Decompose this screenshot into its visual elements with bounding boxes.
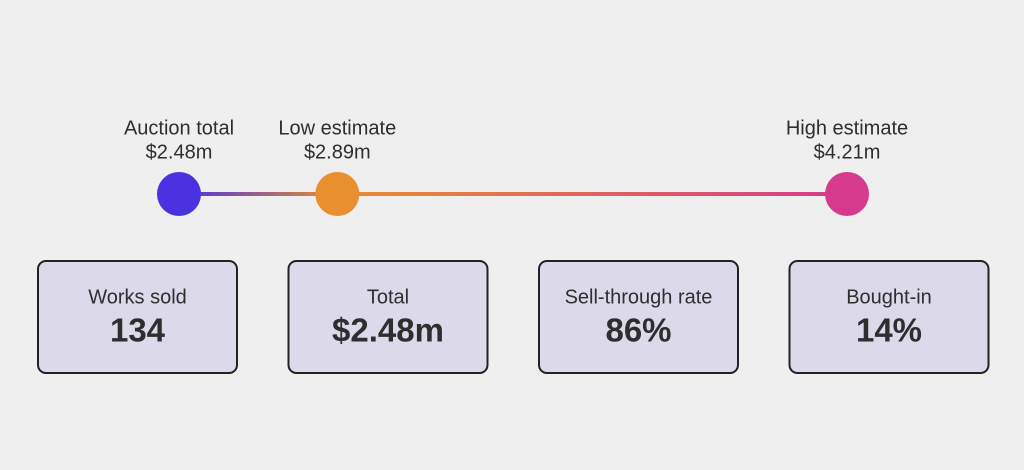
dot-label: Low estimate — [278, 117, 396, 139]
stat-label: Works sold — [88, 286, 187, 308]
stat-card — [538, 260, 739, 374]
dot — [825, 172, 869, 216]
stat-card — [287, 260, 489, 374]
stat-label: Sell-through rate — [565, 286, 713, 308]
dot-value-label: $2.48m — [146, 141, 213, 163]
stat-card — [788, 260, 990, 374]
stat-value: $2.48m — [332, 312, 444, 349]
stat-label: Bought-in — [846, 286, 932, 308]
cards: Works sold 134 Total $2.48m Sell-through rat… — [37, 260, 990, 374]
stat-value: 86% — [605, 312, 671, 349]
stat-label: Total — [367, 286, 409, 308]
dot-value-label: $4.21m — [814, 141, 881, 163]
stat-value: 14% — [856, 312, 922, 349]
stat-value: 134 — [110, 312, 166, 349]
dot-label: Auction total — [124, 117, 234, 139]
dot-label: High estimate — [786, 117, 908, 139]
stat-card — [37, 260, 238, 374]
dot-value-label: $2.89m — [304, 141, 371, 163]
dots: Auction total$2.48m Low estimate$2.89m Hig… — [124, 117, 908, 216]
dot — [157, 172, 201, 216]
dot — [315, 172, 360, 216]
